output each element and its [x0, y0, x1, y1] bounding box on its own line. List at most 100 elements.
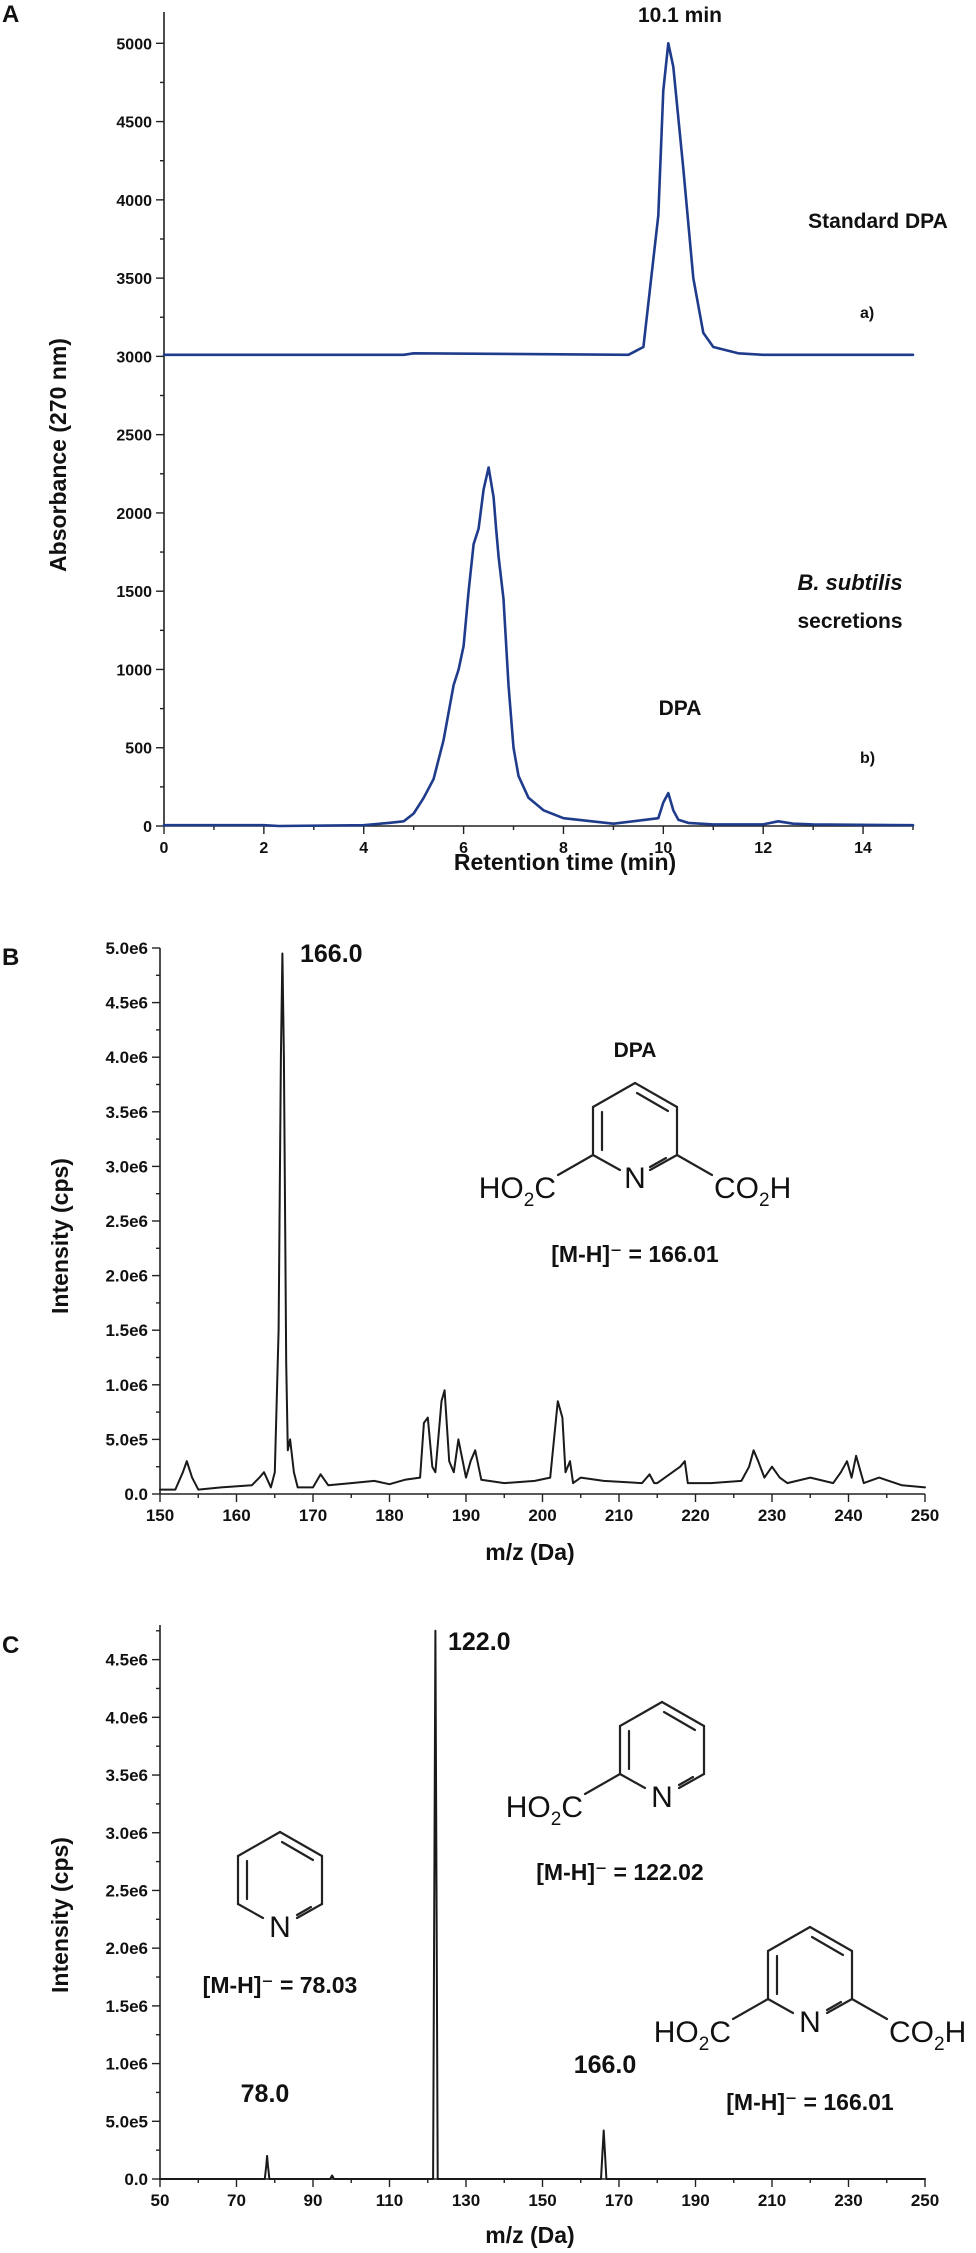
panel-a-x-tick-label: 8 [559, 840, 568, 857]
panel-a-y-tick-label: 2000 [116, 506, 152, 523]
panel-a-y-tick-label: 2500 [116, 428, 152, 445]
dpa-c-mh-label: [M-H]⁻ = 166.01 [726, 2089, 894, 2115]
panel-c-y-tick-label: 3.5e6 [105, 1766, 148, 1785]
panel-c-x-tick-label: 90 [304, 2191, 323, 2210]
panel-b-letter: B [2, 944, 19, 971]
panel-b-x-tick-label: 240 [834, 1506, 862, 1525]
panel-b-xlabel: m/z (Da) [485, 1539, 574, 1565]
panel-b-y-tick-label: 3.0e6 [105, 1157, 148, 1176]
panel-c-y-tick-label: 0.0 [124, 2170, 148, 2189]
peak-78-label: 78.0 [241, 2080, 290, 2108]
panel-c-y-tick-label: 1.0e6 [105, 2055, 148, 2074]
panel-a-y-tick-label: 1500 [116, 584, 152, 601]
panel-b-x-tick-label: 190 [452, 1506, 480, 1525]
panel-c-x-tick-label: 150 [528, 2191, 556, 2210]
panel-b-x-tick-label: 170 [299, 1506, 327, 1525]
trace-b-label: b) [860, 750, 875, 767]
pyridine-nitrogen: N [269, 1911, 291, 1944]
panel-b-y-tick-label: 0.0 [124, 1485, 148, 1504]
panel-c: C Intensity (cps) m/z (Da) 50 70 90 110 130 1… [2, 1625, 966, 2248]
panel-c-series-1-line [159, 1629, 926, 2180]
panel-b-x-tick-label: 230 [758, 1506, 786, 1525]
panel-b-x-tick-label: 250 [911, 1506, 939, 1525]
panel-a-y-tick-label: 3000 [116, 349, 152, 366]
panel-b-x-tick-label: 160 [222, 1506, 250, 1525]
dpa-c-nitrogen: N [799, 2006, 821, 2039]
panel-a: A Absorbance (270 nm) Retention time (mi… [2, 1, 948, 875]
panel-a-x-tick-label: 4 [359, 840, 368, 857]
panel-b-axes: 150 160 170 180 190 200 210 220 230 240 250 0.0 5.0e… [105, 939, 939, 1525]
panel-b-x-tick-label: 200 [528, 1506, 556, 1525]
panel-a-x-tick-label: 14 [854, 840, 872, 857]
panel-b: B Intensity (cps) m/z (Da) 150 160 170 180 1… [2, 939, 939, 1565]
trace-a-label: a) [860, 305, 874, 322]
panel-b-y-tick-label: 1.5e6 [105, 1321, 148, 1340]
panel-a-x-tick-label: 6 [459, 840, 468, 857]
panel-a-y-tick-label: 4500 [116, 115, 152, 132]
organism-label: B. subtilis [797, 570, 902, 595]
panel-a-plot [162, 41, 915, 828]
panel-c-ylabel: Intensity (cps) [47, 1837, 73, 1993]
panel-b-x-tick-label: 180 [375, 1506, 403, 1525]
panel-c-x-tick-label: 130 [452, 2191, 480, 2210]
panel-c-y-tick-label: 1.5e6 [105, 1997, 148, 2016]
panel-c-y-tick-label: 2.5e6 [105, 1881, 148, 1900]
picolinic-carboxyl: HO2C [506, 1791, 583, 1830]
picolinic-structure: N HO2C [M-H]⁻ = 122.02 [506, 1700, 706, 1885]
panel-a-series-2-line [162, 466, 915, 828]
panel-b-x-tick-label: 210 [605, 1506, 633, 1525]
panel-a-y-tick-label: 0 [143, 819, 152, 836]
panel-c-xlabel: m/z (Da) [485, 2222, 574, 2248]
panel-a-y-tick-label: 500 [125, 741, 152, 758]
peak-166-label: 166.0 [300, 940, 363, 968]
panel-c-x-tick-label: 50 [151, 2191, 170, 2210]
dpa-compound-label: DPA [614, 1039, 657, 1062]
panel-a-x-tick-label: 12 [754, 840, 772, 857]
panel-c-x-tick-label: 70 [227, 2191, 246, 2210]
picolinic-nitrogen: N [651, 1781, 673, 1814]
panel-c-x-tick-label: 110 [376, 2191, 403, 2210]
dpa-c-left-carboxyl: HO2C [654, 2016, 731, 2055]
pyridine-structure: N [M-H]⁻ = 78.03 [203, 1830, 357, 1998]
panel-c-x-tick-label: 230 [834, 2191, 862, 2210]
standard-dpa-label: Standard DPA [808, 210, 948, 233]
panel-c-axes: 50 70 90 110 130 150 170 190 210 230 250 0.0 5.0e5 1.… [105, 1625, 939, 2210]
ring-bonds [556, 1081, 714, 1177]
panel-a-xlabel: Retention time (min) [454, 849, 676, 875]
panel-b-y-tick-label: 1.0e6 [105, 1376, 148, 1395]
panel-a-ylabel: Absorbance (270 nm) [45, 338, 71, 572]
panel-b-plot [159, 952, 926, 1491]
panel-c-y-tick-label: 4.0e6 [105, 1708, 148, 1727]
panel-a-y-tick-label: 5000 [116, 36, 152, 53]
panel-c-letter: C [2, 1632, 19, 1659]
panel-c-x-tick-label: 190 [681, 2191, 709, 2210]
ring-nitrogen: N [624, 1162, 646, 1195]
dpa-structure-c: N HO2C CO2H [M-H]⁻ = 166.01 [654, 1925, 966, 2115]
panel-a-axes: 0 2 4 6 8 10 12 14 0 500 1000 1500 2000 2500 3000 3500 4… [116, 12, 914, 857]
panel-c-y-tick-label: 3.0e6 [105, 1824, 148, 1843]
panel-b-y-tick-label: 2.5e6 [105, 1212, 148, 1231]
panel-c-y-tick-label: 4.5e6 [105, 1651, 148, 1670]
panel-a-y-tick-label: 4000 [116, 193, 152, 210]
left-carboxyl: HO2C [479, 1172, 556, 1211]
panel-a-y-tick-label: 3500 [116, 271, 152, 288]
panel-a-y-tick-label: 1000 [116, 662, 152, 679]
panel-a-letter: A [2, 1, 19, 28]
dpa-peak-label: DPA [659, 697, 702, 720]
panel-c-plot [159, 1629, 926, 2180]
panel-a-x-tick-label: 2 [259, 840, 268, 857]
panel-b-ylabel: Intensity (cps) [47, 1158, 73, 1314]
picolinic-mh-label: [M-H]⁻ = 122.02 [536, 1859, 703, 1885]
panel-b-y-tick-label: 4.0e6 [105, 1048, 148, 1067]
panel-b-y-tick-label: 5.0e5 [105, 1430, 148, 1449]
panel-b-y-tick-label: 5.0e6 [105, 939, 148, 958]
panel-b-series-1-line [159, 952, 926, 1491]
right-carboxyl: CO2H [714, 1172, 791, 1211]
dpa-mh-label-b: [M-H]⁻ = 166.01 [551, 1241, 719, 1267]
panel-c-y-tick-label: 5.0e5 [105, 2112, 148, 2131]
dpa-c-right-carboxyl: CO2H [889, 2016, 966, 2055]
secretions-label: secretions [797, 610, 902, 633]
peak-time-label: 10.1 min [638, 4, 722, 27]
panel-b-x-tick-label: 220 [681, 1506, 709, 1525]
